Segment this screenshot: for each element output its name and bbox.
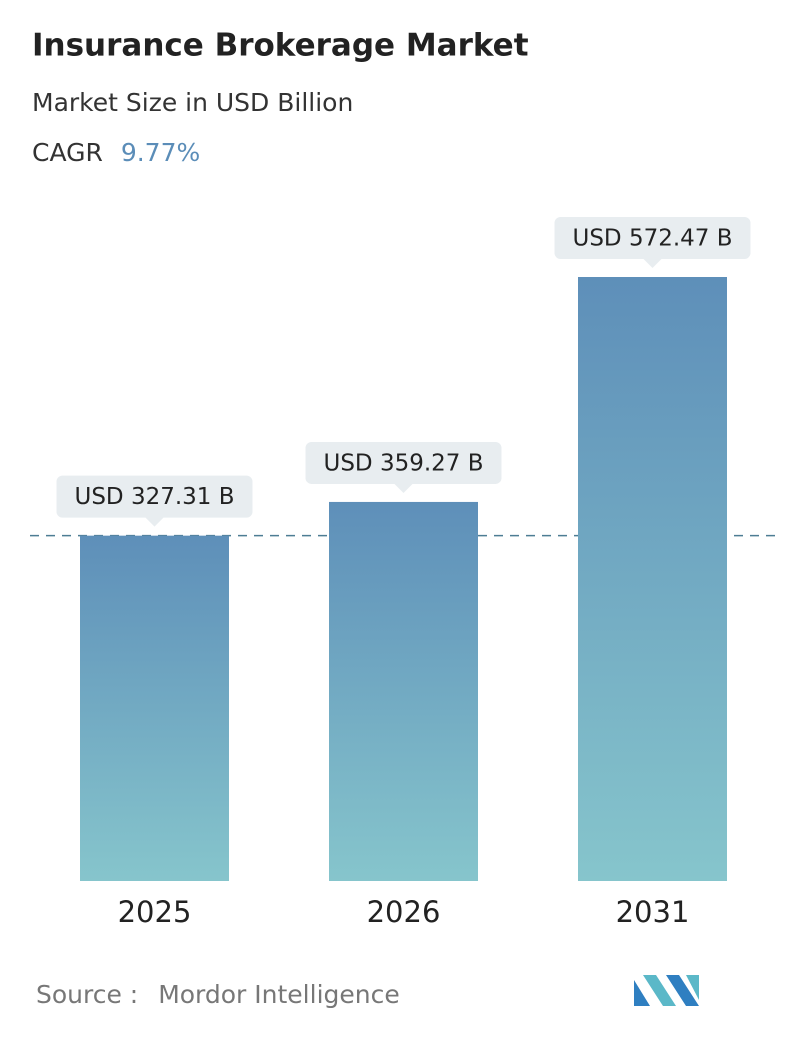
cagr-value: 9.77% [121, 138, 200, 167]
x-tick-label: 2026 [367, 895, 441, 929]
plot: USD 327.31 B 2025 USD 359.27 B 2026 USD 572.… [30, 217, 782, 929]
cagr: CAGR 9.77% [32, 138, 200, 167]
bar [80, 535, 229, 881]
value-label: USD 572.47 B [572, 226, 732, 252]
value-label-box [554, 217, 751, 268]
bar [578, 277, 727, 881]
source: Source : Mordor Intelligence [36, 980, 400, 1009]
source-name: Mordor Intelligence [158, 980, 400, 1009]
source-label: Source : [36, 980, 138, 1009]
chart-subtitle: Market Size in USD Billion [32, 88, 353, 117]
logo [634, 975, 699, 1006]
bar [329, 501, 478, 881]
value-label-box [56, 475, 253, 527]
value-label: USD 327.31 B [74, 484, 234, 510]
chart-title: Insurance Brokerage Market [32, 28, 529, 64]
x-tick-label: 2031 [616, 895, 690, 929]
x-tick-label: 2025 [118, 895, 192, 929]
value-label-box [305, 441, 502, 493]
value-label: USD 359.27 B [323, 450, 483, 476]
cagr-label: CAGR [32, 138, 103, 167]
